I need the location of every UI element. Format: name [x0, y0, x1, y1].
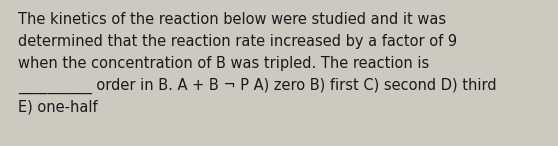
- Text: determined that the reaction rate increased by a factor of 9: determined that the reaction rate increa…: [18, 34, 457, 49]
- Text: The kinetics of the reaction below were studied and it was: The kinetics of the reaction below were …: [18, 12, 446, 27]
- Text: when the concentration of B was tripled. The reaction is: when the concentration of B was tripled.…: [18, 56, 429, 71]
- Text: __________ order in B. A + B ¬ P A) zero B) first C) second D) third: __________ order in B. A + B ¬ P A) zero…: [18, 78, 497, 94]
- Text: E) one-half: E) one-half: [18, 100, 98, 115]
